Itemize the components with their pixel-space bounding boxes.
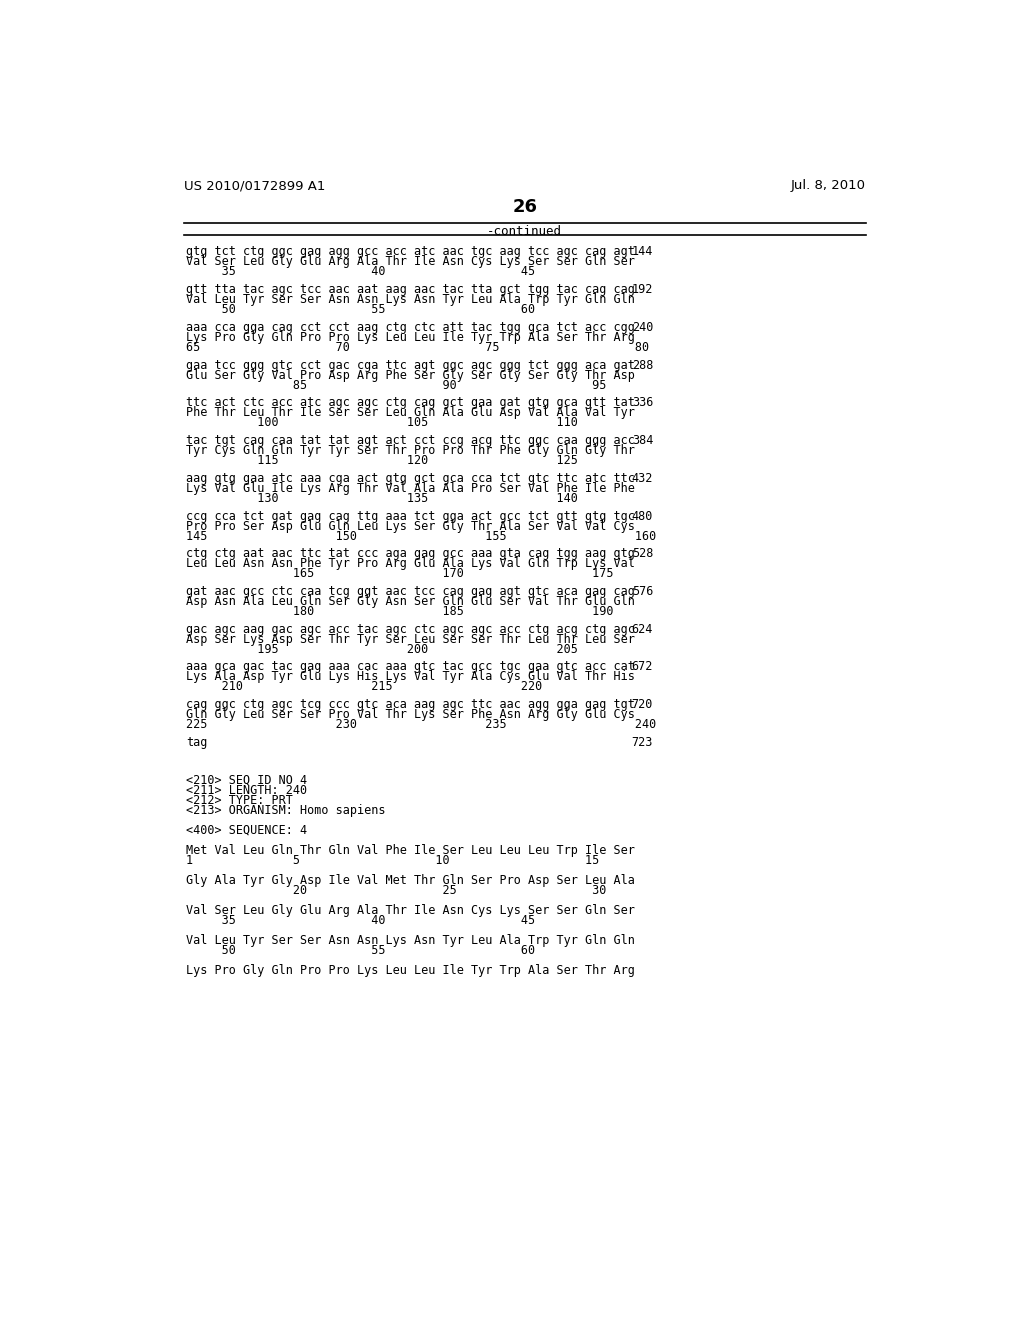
Text: Val Leu Tyr Ser Ser Asn Asn Lys Asn Tyr Leu Ala Trp Tyr Gln Gln: Val Leu Tyr Ser Ser Asn Asn Lys Asn Tyr …	[186, 293, 635, 306]
Text: tag: tag	[186, 737, 208, 748]
Text: 20                   25                   30: 20 25 30	[186, 884, 606, 896]
Text: ccg cca tct gat gag cag ttg aaa tct gga act gcc tct gtt gtg tgc: ccg cca tct gat gag cag ttg aaa tct gga …	[186, 510, 635, 523]
Text: <210> SEQ ID NO 4: <210> SEQ ID NO 4	[186, 774, 307, 787]
Text: Val Ser Leu Gly Glu Arg Ala Thr Ile Asn Cys Lys Ser Ser Gln Ser: Val Ser Leu Gly Glu Arg Ala Thr Ile Asn …	[186, 256, 635, 268]
Text: Leu Leu Asn Asn Phe Tyr Pro Arg Glu Ala Lys Val Gln Trp Lys Val: Leu Leu Asn Asn Phe Tyr Pro Arg Glu Ala …	[186, 557, 635, 570]
Text: 528: 528	[632, 548, 653, 560]
Text: gat aac gcc ctc caa tcg ggt aac tcc cag gag agt gtc aca gag cag: gat aac gcc ctc caa tcg ggt aac tcc cag …	[186, 585, 635, 598]
Text: 180                  185                  190: 180 185 190	[186, 605, 613, 618]
Text: Gly Ala Tyr Gly Asp Ile Val Met Thr Gln Ser Pro Asp Ser Leu Ala: Gly Ala Tyr Gly Asp Ile Val Met Thr Gln …	[186, 874, 635, 887]
Text: 225                  230                  235                  240: 225 230 235 240	[186, 718, 656, 731]
Text: ctg ctg aat aac ttc tat ccc aga gag gcc aaa gta cag tgg aag gtg: ctg ctg aat aac ttc tat ccc aga gag gcc …	[186, 548, 635, 560]
Text: gtg tct ctg ggc gag agg gcc acc atc aac tgc aag tcc agc cag agt: gtg tct ctg ggc gag agg gcc acc atc aac …	[186, 246, 635, 259]
Text: Phe Thr Leu Thr Ile Ser Ser Leu Gln Ala Glu Asp Val Ala Val Tyr: Phe Thr Leu Thr Ile Ser Ser Leu Gln Ala …	[186, 407, 635, 420]
Text: 115                  120                  125: 115 120 125	[186, 454, 578, 467]
Text: 65                   70                   75                   80: 65 70 75 80	[186, 341, 649, 354]
Text: 723: 723	[632, 737, 653, 748]
Text: 50                   55                   60: 50 55 60	[186, 944, 536, 957]
Text: 35                   40                   45: 35 40 45	[186, 265, 536, 279]
Text: 195                  200                  205: 195 200 205	[186, 643, 578, 656]
Text: Lys Pro Gly Gln Pro Pro Lys Leu Leu Ile Tyr Trp Ala Ser Thr Arg: Lys Pro Gly Gln Pro Pro Lys Leu Leu Ile …	[186, 964, 635, 977]
Text: 384: 384	[632, 434, 653, 447]
Text: 26: 26	[512, 198, 538, 216]
Text: 165                  170                  175: 165 170 175	[186, 568, 613, 581]
Text: 1              5                   10                   15: 1 5 10 15	[186, 854, 599, 867]
Text: 100                  105                  110: 100 105 110	[186, 416, 578, 429]
Text: aaa cca gga cag cct cct aag ctg ctc att tac tgg gca tct acc cgg: aaa cca gga cag cct cct aag ctg ctc att …	[186, 321, 635, 334]
Text: 624: 624	[632, 623, 653, 636]
Text: 35                   40                   45: 35 40 45	[186, 913, 536, 927]
Text: gtt tta tac agc tcc aac aat aag aac tac tta gct tgg tac cag cag: gtt tta tac agc tcc aac aat aag aac tac …	[186, 284, 635, 296]
Text: cag ggc ctg agc tcg ccc gtc aca aag agc ttc aac agg gga gag tgt: cag ggc ctg agc tcg ccc gtc aca aag agc …	[186, 698, 635, 711]
Text: 130                  135                  140: 130 135 140	[186, 492, 578, 504]
Text: tac tgt cag caa tat tat agt act cct ccg acg ttc ggc caa ggg acc: tac tgt cag caa tat tat agt act cct ccg …	[186, 434, 635, 447]
Text: ttc act ctc acc atc agc agc ctg cag gct gaa gat gtg gca gtt tat: ttc act ctc acc atc agc agc ctg cag gct …	[186, 396, 635, 409]
Text: Met Val Leu Gln Thr Gln Val Phe Ile Ser Leu Leu Leu Trp Ile Ser: Met Val Leu Gln Thr Gln Val Phe Ile Ser …	[186, 843, 635, 857]
Text: gaa tcc ggg gtc cct gac cga ttc agt ggc agc ggg tct ggg aca gat: gaa tcc ggg gtc cct gac cga ttc agt ggc …	[186, 359, 635, 372]
Text: 720: 720	[632, 698, 653, 711]
Text: 192: 192	[632, 284, 653, 296]
Text: Pro Pro Ser Asp Glu Gln Leu Lys Ser Gly Thr Ala Ser Val Val Cys: Pro Pro Ser Asp Glu Gln Leu Lys Ser Gly …	[186, 520, 635, 532]
Text: 672: 672	[632, 660, 653, 673]
Text: Lys Ala Asp Tyr Glu Lys His Lys Val Tyr Ala Cys Glu Val Thr His: Lys Ala Asp Tyr Glu Lys His Lys Val Tyr …	[186, 671, 635, 684]
Text: <212> TYPE: PRT: <212> TYPE: PRT	[186, 793, 293, 807]
Text: Lys Pro Gly Gln Pro Pro Lys Leu Leu Ile Tyr Trp Ala Ser Thr Arg: Lys Pro Gly Gln Pro Pro Lys Leu Leu Ile …	[186, 331, 635, 345]
Text: aag gtg gaa atc aaa cga act gtg gct gca cca tct gtc ttc atc ttc: aag gtg gaa atc aaa cga act gtg gct gca …	[186, 471, 635, 484]
Text: <400> SEQUENCE: 4: <400> SEQUENCE: 4	[186, 824, 307, 837]
Text: Val Leu Tyr Ser Ser Asn Asn Lys Asn Tyr Leu Ala Trp Tyr Gln Gln: Val Leu Tyr Ser Ser Asn Asn Lys Asn Tyr …	[186, 933, 635, 946]
Text: Lys Val Glu Ile Lys Arg Thr Val Ala Ala Pro Ser Val Phe Ile Phe: Lys Val Glu Ile Lys Arg Thr Val Ala Ala …	[186, 482, 635, 495]
Text: 145                  150                  155                  160: 145 150 155 160	[186, 529, 656, 543]
Text: 210                  215                  220: 210 215 220	[186, 681, 543, 693]
Text: 50                   55                   60: 50 55 60	[186, 304, 536, 317]
Text: 144: 144	[632, 246, 653, 259]
Text: 432: 432	[632, 471, 653, 484]
Text: aaa gca gac tac gag aaa cac aaa gtc tac gcc tgc gaa gtc acc cat: aaa gca gac tac gag aaa cac aaa gtc tac …	[186, 660, 635, 673]
Text: -continued: -continued	[487, 226, 562, 239]
Text: Jul. 8, 2010: Jul. 8, 2010	[791, 180, 866, 193]
Text: <211> LENGTH: 240: <211> LENGTH: 240	[186, 784, 307, 797]
Text: Asp Asn Ala Leu Gln Ser Gly Asn Ser Gln Glu Ser Val Thr Glu Gln: Asp Asn Ala Leu Gln Ser Gly Asn Ser Gln …	[186, 595, 635, 609]
Text: Glu Ser Gly Val Pro Asp Arg Phe Ser Gly Ser Gly Ser Gly Thr Asp: Glu Ser Gly Val Pro Asp Arg Phe Ser Gly …	[186, 368, 635, 381]
Text: 240: 240	[632, 321, 653, 334]
Text: Gln Gly Leu Ser Ser Pro Val Thr Lys Ser Phe Asn Arg Gly Glu Cys: Gln Gly Leu Ser Ser Pro Val Thr Lys Ser …	[186, 708, 635, 721]
Text: 480: 480	[632, 510, 653, 523]
Text: 85                   90                   95: 85 90 95	[186, 379, 606, 392]
Text: 336: 336	[632, 396, 653, 409]
Text: 576: 576	[632, 585, 653, 598]
Text: Asp Ser Lys Asp Ser Thr Tyr Ser Leu Ser Ser Thr Leu Thr Leu Ser: Asp Ser Lys Asp Ser Thr Tyr Ser Leu Ser …	[186, 632, 635, 645]
Text: US 2010/0172899 A1: US 2010/0172899 A1	[183, 180, 326, 193]
Text: Val Ser Leu Gly Glu Arg Ala Thr Ile Asn Cys Lys Ser Ser Gln Ser: Val Ser Leu Gly Glu Arg Ala Thr Ile Asn …	[186, 904, 635, 917]
Text: Tyr Cys Gln Gln Tyr Tyr Ser Thr Pro Pro Thr Phe Gly Gln Gly Thr: Tyr Cys Gln Gln Tyr Tyr Ser Thr Pro Pro …	[186, 444, 635, 457]
Text: <213> ORGANISM: Homo sapiens: <213> ORGANISM: Homo sapiens	[186, 804, 386, 817]
Text: 288: 288	[632, 359, 653, 372]
Text: gac agc aag gac agc acc tac agc ctc agc agc acc ctg acg ctg agc: gac agc aag gac agc acc tac agc ctc agc …	[186, 623, 635, 636]
